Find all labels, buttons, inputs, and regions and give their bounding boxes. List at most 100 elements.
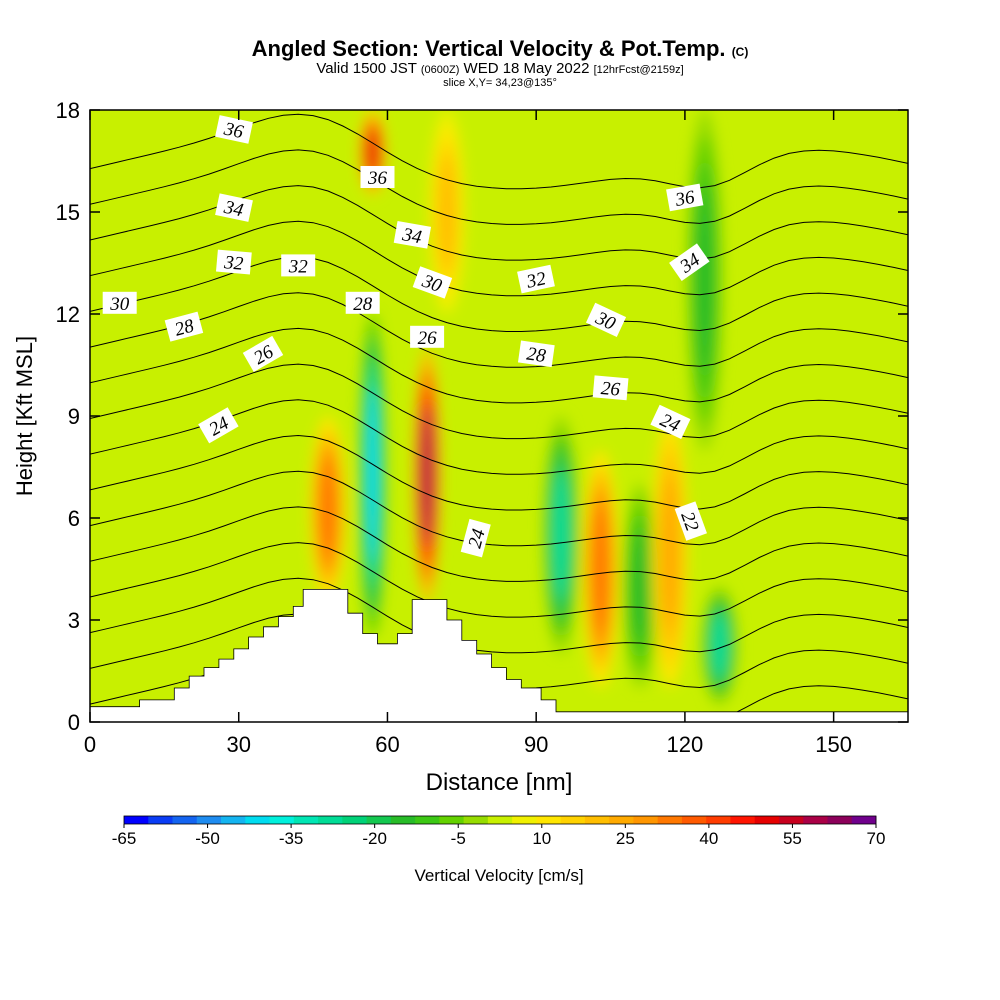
contour-label: 32 bbox=[517, 264, 555, 294]
contour-label-text: 36 bbox=[673, 187, 697, 211]
valid-utc: (0600Z) bbox=[420, 64, 460, 76]
isentrope-line bbox=[90, 470, 908, 547]
colorbar-swatch bbox=[730, 816, 756, 824]
terrain bbox=[89, 589, 909, 723]
colorbar-tick-label: -5 bbox=[451, 829, 466, 848]
contour-label-box bbox=[393, 221, 432, 249]
isentrope-line bbox=[90, 292, 908, 368]
contour-label-text: 30 bbox=[109, 294, 130, 315]
contour-label-text: 32 bbox=[524, 268, 548, 293]
contour-label-text: 34 bbox=[221, 197, 245, 222]
x-tick-label: 0 bbox=[84, 732, 96, 757]
colorbar-frame bbox=[123, 815, 877, 825]
velocity-cell bbox=[319, 458, 337, 561]
colorbar-tick-label: -65 bbox=[112, 829, 137, 848]
isentrope-line bbox=[90, 506, 908, 582]
isentrope-line bbox=[90, 434, 908, 511]
contour-label-box bbox=[281, 254, 316, 277]
contour-label: 30 bbox=[102, 291, 137, 315]
velocity-cell bbox=[366, 386, 379, 565]
contour-label-text: 36 bbox=[367, 168, 388, 189]
isentrope-line bbox=[90, 149, 908, 225]
colorbar-swatch bbox=[536, 816, 562, 824]
colorbar-swatch bbox=[463, 816, 489, 824]
contour-label-box bbox=[666, 183, 704, 212]
isentrope-line bbox=[90, 220, 908, 297]
contour-label-box bbox=[215, 193, 253, 222]
colorbar-swatch bbox=[778, 816, 804, 824]
contour-label-box bbox=[669, 243, 710, 281]
colorbar-label: Vertical Velocity [cm/s] bbox=[414, 866, 583, 885]
contour-label-box bbox=[517, 264, 555, 294]
y-tick-label: 15 bbox=[56, 200, 80, 225]
velocity-cell bbox=[438, 155, 456, 269]
colorbar-swatch bbox=[269, 816, 295, 824]
colorbar-tick-label: 70 bbox=[867, 829, 886, 848]
contour-label: 36 bbox=[215, 115, 253, 144]
colorbar-tick-label: -50 bbox=[195, 829, 220, 848]
colorbar-swatch bbox=[366, 816, 392, 824]
colorbar-swatch bbox=[487, 816, 513, 824]
y-tick-label: 0 bbox=[68, 710, 80, 735]
contour-label-box bbox=[102, 291, 137, 314]
colorbar-swatch bbox=[390, 816, 416, 824]
contour-label: 26 bbox=[410, 325, 445, 349]
slice-info: slice X,Y= 34,23@135° bbox=[443, 77, 557, 89]
colorbar-swatch bbox=[318, 816, 343, 824]
y-tick-label: 18 bbox=[56, 98, 80, 123]
contour-label-box bbox=[345, 291, 380, 314]
isentrope-line bbox=[90, 363, 908, 440]
y-tick-label: 12 bbox=[56, 302, 80, 327]
contour-label-box bbox=[585, 302, 627, 338]
contour-label-text: 36 bbox=[221, 118, 245, 143]
velocity-cell bbox=[592, 503, 609, 635]
isentrope-line bbox=[90, 577, 908, 654]
velocity-cell bbox=[421, 405, 434, 546]
terrain-shape bbox=[89, 589, 909, 723]
velocity-cell bbox=[632, 529, 649, 643]
colorbar-tick-label: 40 bbox=[699, 829, 718, 848]
colorbar-swatch bbox=[148, 816, 173, 824]
colorbar-swatch bbox=[584, 816, 610, 824]
velocity-cell bbox=[711, 612, 728, 679]
x-axis-label: Distance [nm] bbox=[426, 769, 573, 796]
contour-label-text: 32 bbox=[288, 256, 309, 277]
colorbar-swatch bbox=[657, 816, 683, 824]
velocity-field bbox=[309, 110, 738, 705]
contour-label-text: 34 bbox=[400, 224, 424, 248]
contour-label-box bbox=[164, 311, 204, 342]
contour-label-text: 28 bbox=[525, 344, 547, 368]
colorbar-tick-label: 55 bbox=[783, 829, 802, 848]
contour-label-box bbox=[360, 166, 395, 188]
colorbar-swatch bbox=[803, 816, 828, 824]
contour-label-box bbox=[650, 404, 691, 440]
colorbar-swatch bbox=[633, 816, 659, 824]
colorbar-swatch bbox=[827, 816, 853, 824]
velocity-cell bbox=[696, 186, 714, 374]
valid-time: Valid 1500 JST (0600Z) WED 18 May 2022 [… bbox=[0, 60, 1000, 77]
colorbar-swatch bbox=[681, 816, 707, 824]
contour-label: 36 bbox=[666, 183, 704, 212]
colorbar-swatch bbox=[439, 816, 465, 824]
valid-prefix: Valid 1500 JST bbox=[316, 60, 417, 77]
title-unit: (C) bbox=[731, 45, 749, 59]
isentrope-line bbox=[90, 256, 908, 332]
colorbar-swatch bbox=[342, 816, 367, 824]
colorbar-swatch bbox=[851, 816, 877, 824]
colorbar-tick-label: -20 bbox=[362, 829, 387, 848]
contour-label-text: 26 bbox=[418, 328, 438, 349]
contour-label-text: 28 bbox=[353, 294, 373, 315]
title-text: Angled Section: Vertical Velocity & Pot.… bbox=[251, 36, 726, 61]
contour-label-box bbox=[517, 340, 555, 368]
y-tick-label: 3 bbox=[68, 608, 80, 633]
x-tick-label: 120 bbox=[667, 732, 704, 757]
valid-date: WED 18 May 2022 bbox=[463, 60, 590, 77]
contour-label: 32 bbox=[281, 254, 316, 277]
y-tick-label: 6 bbox=[68, 506, 80, 531]
colorbar-swatch bbox=[124, 816, 149, 824]
contour-label-box bbox=[215, 249, 252, 275]
velocity-cell bbox=[552, 469, 570, 601]
